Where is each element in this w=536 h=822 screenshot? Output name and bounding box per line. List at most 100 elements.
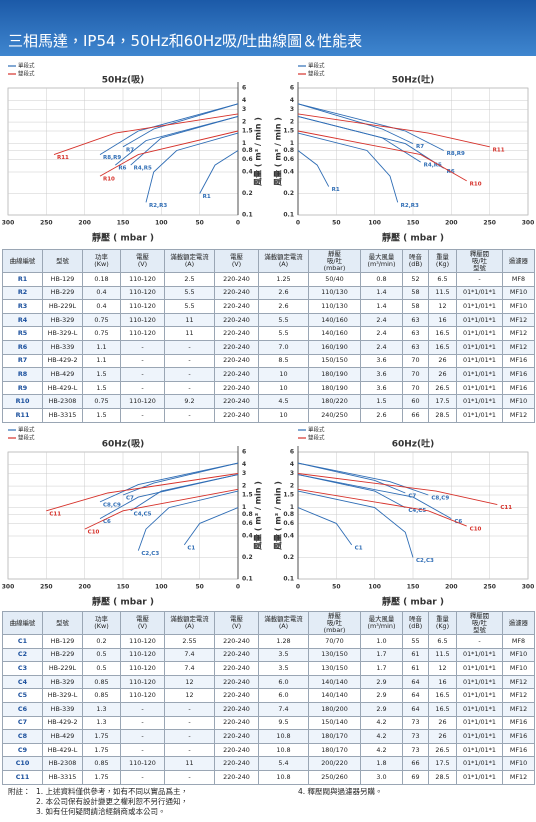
header-cell: 滿載額定電流 (A) bbox=[258, 249, 309, 273]
table-cell: R11 bbox=[2, 407, 43, 423]
curve bbox=[99, 474, 239, 519]
table-cell: 01*1/01*1 bbox=[456, 312, 503, 328]
table-cell: 66 bbox=[402, 756, 429, 771]
table-cell: 16.5 bbox=[428, 326, 457, 341]
curve-label: C11 bbox=[500, 505, 512, 511]
curve bbox=[297, 490, 414, 558]
table-cell: 11 bbox=[164, 756, 215, 771]
header-cell: 靜壓 吸/吐 (mbar) bbox=[308, 611, 361, 635]
y-tick-label: 1 bbox=[290, 504, 294, 511]
header-text: (m³/min) bbox=[367, 260, 396, 268]
table-cell: C7 bbox=[2, 715, 43, 731]
table-cell: MF12 bbox=[502, 674, 535, 690]
table-cell: 01*1/01*1 bbox=[456, 380, 503, 396]
table-cell: - bbox=[120, 407, 165, 423]
header-cell: 曲線編號 bbox=[2, 611, 43, 635]
legend-label: 雙段式 bbox=[308, 70, 325, 78]
header-cell: 噪音 (dB) bbox=[402, 249, 429, 273]
curve-label: C1 bbox=[355, 545, 363, 551]
table-row: R8 HB-429 1.5- -220-240 10 180/190 3.6 70 26 01*1… bbox=[2, 367, 535, 382]
header-text: 曲線編號 bbox=[9, 256, 36, 265]
table-cell: MF16 bbox=[502, 715, 535, 731]
table-cell: HB-429-2 bbox=[42, 353, 83, 369]
table-cell: 110-120 bbox=[120, 674, 165, 690]
header-text: 最大風量 bbox=[368, 615, 395, 623]
table-cell: MF10 bbox=[502, 285, 535, 301]
y-tick-label: 3 bbox=[290, 470, 294, 477]
table-row: C5 HB-329-L 0.85 110-120 12 220-240 6.0 140/140… bbox=[2, 688, 535, 703]
x-tick-label: 50 bbox=[332, 220, 340, 227]
y-axis-label: 風量 ( m³ / min ) bbox=[273, 481, 283, 550]
header-cell: 滿載額定電流 (A) bbox=[164, 611, 215, 635]
table-cell: HB-2308 bbox=[42, 394, 83, 409]
y-tick-label: 0.8 bbox=[242, 147, 253, 154]
table-cell: C9 bbox=[2, 742, 43, 758]
table-cell: 220-240 bbox=[214, 701, 259, 717]
y-tick-label: 0.2 bbox=[242, 554, 253, 561]
table-cell: 10 bbox=[258, 380, 309, 396]
table-cell: R1 bbox=[2, 272, 43, 287]
table-cell: 2.6 bbox=[360, 407, 403, 423]
y-tick-label: 0.2 bbox=[242, 190, 253, 197]
table-cell: 140/160 bbox=[308, 326, 361, 341]
table-cell: MF10 bbox=[502, 299, 535, 314]
header-text: 型號 bbox=[473, 625, 486, 634]
header-cell: 釋壓閥 吸/吐 型號 bbox=[456, 611, 503, 635]
table-cell: 58 bbox=[402, 285, 429, 301]
table-cell: 110-120 bbox=[120, 647, 165, 663]
curve-label: C6 bbox=[103, 519, 111, 525]
curve bbox=[183, 507, 239, 546]
table-cell: 01*1/01*1 bbox=[456, 742, 503, 758]
curve-label: R2,R3 bbox=[149, 203, 167, 209]
table-cell: 73 bbox=[402, 742, 429, 758]
table-cell: - bbox=[456, 272, 503, 287]
table-cell: 01*1/01*1 bbox=[456, 688, 503, 703]
curve bbox=[297, 462, 429, 496]
legend-label: 雙段式 bbox=[308, 434, 325, 442]
table-cell: 180/190 bbox=[308, 367, 361, 382]
y-tick-label: 4 bbox=[290, 461, 294, 468]
table-cell: 220-240 bbox=[214, 272, 259, 287]
table-row: R5 HB-329-L 0.75 110-120 11 220-240 5.5 140/160… bbox=[2, 326, 535, 341]
header-text: (A) bbox=[278, 622, 289, 630]
curve-label: C4,C5 bbox=[408, 508, 426, 514]
table-cell: 28.5 bbox=[428, 407, 457, 423]
table-cell: 01*1/01*1 bbox=[456, 407, 503, 423]
table-cell: 52 bbox=[402, 272, 429, 287]
table-cell: 01*1/01*1 bbox=[456, 394, 503, 409]
table-cell: 26 bbox=[428, 715, 457, 731]
table-cell: 220-240 bbox=[214, 339, 259, 355]
curve bbox=[297, 507, 353, 546]
table-cell: 70 bbox=[402, 380, 429, 396]
x-tick-label: 150 bbox=[407, 584, 420, 591]
legend-label: 單段式 bbox=[308, 62, 325, 70]
y-tick-label: 0.2 bbox=[283, 554, 294, 561]
table-cell: 17.5 bbox=[428, 756, 457, 771]
header-text: 電壓 bbox=[136, 615, 149, 623]
header-text: (V) bbox=[137, 622, 148, 630]
note-item: 3. 如有任何疑問請洽經銷商或本公司。 bbox=[36, 807, 166, 816]
x-axis-label: 靜壓 ( mbar ) bbox=[92, 596, 154, 608]
table-cell: R7 bbox=[2, 353, 43, 369]
header-text: (dB) bbox=[408, 260, 423, 268]
curve-label: C10 bbox=[88, 530, 100, 536]
x-tick-label: 50 bbox=[332, 584, 340, 591]
table-cell: 9.5 bbox=[258, 715, 309, 731]
table-cell: 26.5 bbox=[428, 380, 457, 396]
table-cell: HB-329-L bbox=[42, 688, 83, 703]
header-cell: 重量 (Kg) bbox=[428, 249, 457, 273]
header-text: 滿載額定電流 bbox=[264, 253, 303, 261]
header-text: 型號 bbox=[473, 263, 486, 272]
y-tick-label: 2 bbox=[242, 119, 246, 126]
x-tick-label: 250 bbox=[483, 220, 496, 227]
table-cell: C1 bbox=[2, 634, 43, 649]
table-cell: HB-429-L bbox=[42, 380, 83, 396]
table-cell: HB-339 bbox=[42, 701, 83, 717]
table-cell: 6.5 bbox=[428, 272, 457, 287]
curve-label: C8,C9 bbox=[431, 496, 449, 502]
y-tick-label: 6 bbox=[290, 449, 294, 456]
table-cell: 220-240 bbox=[214, 756, 259, 771]
table-cell: HB-329 bbox=[42, 674, 83, 690]
